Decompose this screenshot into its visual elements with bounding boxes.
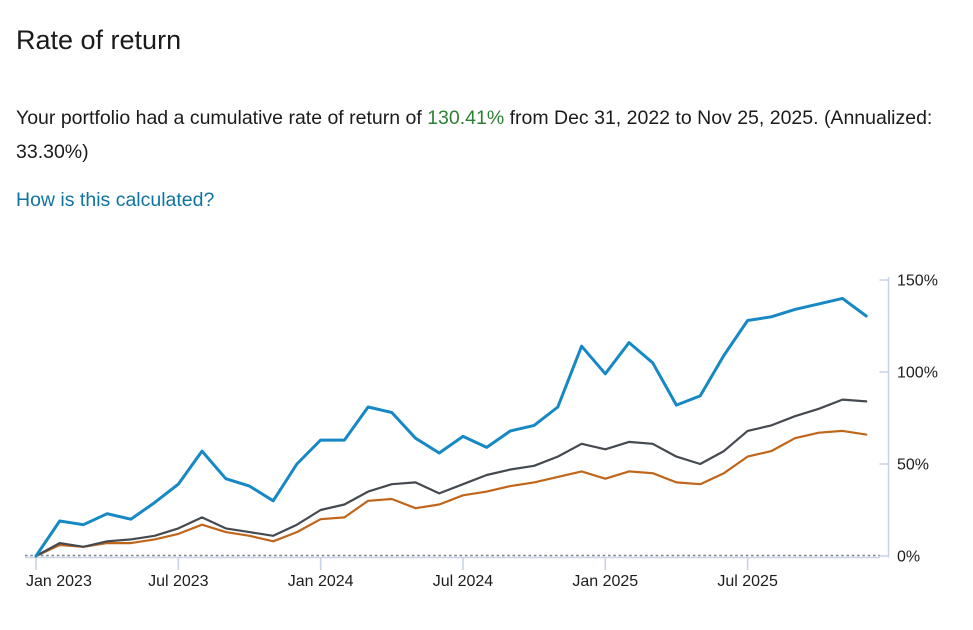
summary-before-highlight: Your portfolio had a cumulative rate of … [16,107,428,129]
series-line-benchmark-orange [34,429,868,558]
rate-of-return-chart-svg[interactable]: 0% 50% 100% 150% Jan 2023 Jul 2023 Jan 2024 Jul… [0,265,973,630]
rate-of-return-chart[interactable]: 0% 50% 100% 150% Jan 2023 Jul 2023 Jan 2024 Jul… [0,265,973,630]
y-axis-tick-label: 100% [897,365,938,382]
y-axis-tick-label: 0% [897,549,920,566]
x-axis-tick-label: Jan 2024 [288,573,354,590]
x-axis-tick-label: Jul 2023 [148,573,209,590]
summary-after-highlight: from Dec 31, 2022 to Nov 25, 2025. (Annu… [16,107,933,163]
x-axis-tick-label: Jul 2024 [433,573,494,590]
rate-of-return-section: Rate of return Your portfolio had a cumu… [0,25,973,212]
x-axis-tick-label: Jan 2023 [26,573,92,590]
cumulative-return-value: 130.41% [427,107,505,129]
series-line-portfolio [34,296,868,558]
series-line-benchmark-gray [34,398,868,558]
page-title: Rate of return [16,25,182,55]
y-axis-tick-label: 50% [897,457,929,474]
how-calculated-link[interactable]: How is this calculated? [16,189,215,211]
summary-text: Your portfolio had a cumulative rate of … [16,101,957,169]
x-axis-tick-label: Jan 2025 [572,573,638,590]
x-axis-tick-label: Jul 2025 [717,573,778,590]
y-axis-tick-label: 150% [897,273,938,290]
